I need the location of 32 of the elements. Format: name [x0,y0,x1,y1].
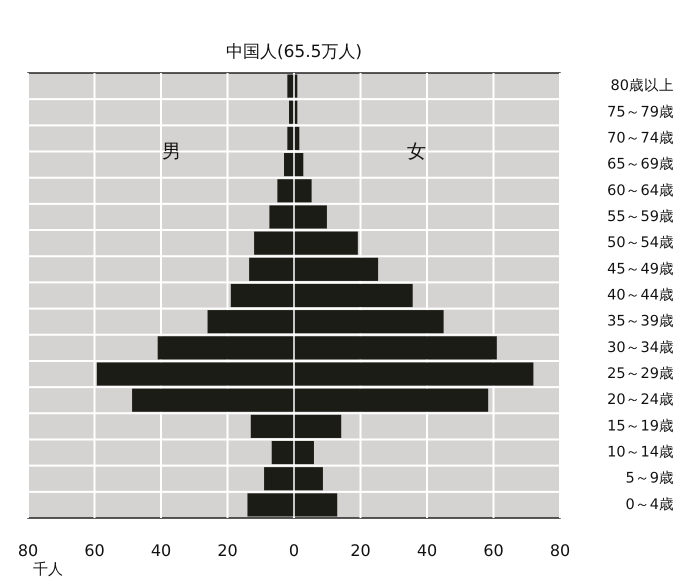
y-tick-label: 30～34歳 [607,338,674,356]
x-tick-label: 20 [350,541,371,560]
y-tick-label: 0～4歳 [626,496,674,513]
x-tick-label: 60 [483,541,504,560]
y-tick-label: 40～44歳 [607,286,674,304]
x-axis-title: 千人 [33,560,63,578]
y-tick-label: 15～19歳 [607,417,674,434]
y-tick-label: 20～24歳 [607,391,674,408]
x-tick-label: 40 [150,541,172,560]
y-tick-label: 75～79歳 [607,103,674,120]
y-tick-label: 60～64歳 [607,182,674,199]
x-tick-label: 60 [84,541,105,560]
y-tick-label: 80歳以上 [610,77,674,94]
y-tick-label: 25～29歳 [607,365,674,382]
x-tick-label: 20 [217,541,238,560]
x-tick-label: 40 [416,541,438,560]
y-tick-label: 45～49歳 [607,260,674,278]
bar [287,74,294,98]
x-tick-label: 80 [18,541,38,560]
chart-title: 中国人(65.5万人) [226,42,362,62]
y-tick-label: 5～9歳 [626,470,674,487]
bar [289,100,294,124]
y-tick-label: 50～54歳 [607,234,674,252]
x-tick-label: 0 [288,541,300,560]
y-tick-label: 10～14歳 [607,444,674,461]
annotation: 女 [406,140,426,163]
x-tick-label: 80 [550,541,570,560]
y-tick-label: 55～59歳 [607,208,674,225]
y-tick-label: 35～39歳 [607,312,674,330]
y-tick-label: 65～69歳 [607,156,674,173]
annotation: 男 [162,140,182,163]
y-tick-label: 70～74歳 [607,129,674,146]
